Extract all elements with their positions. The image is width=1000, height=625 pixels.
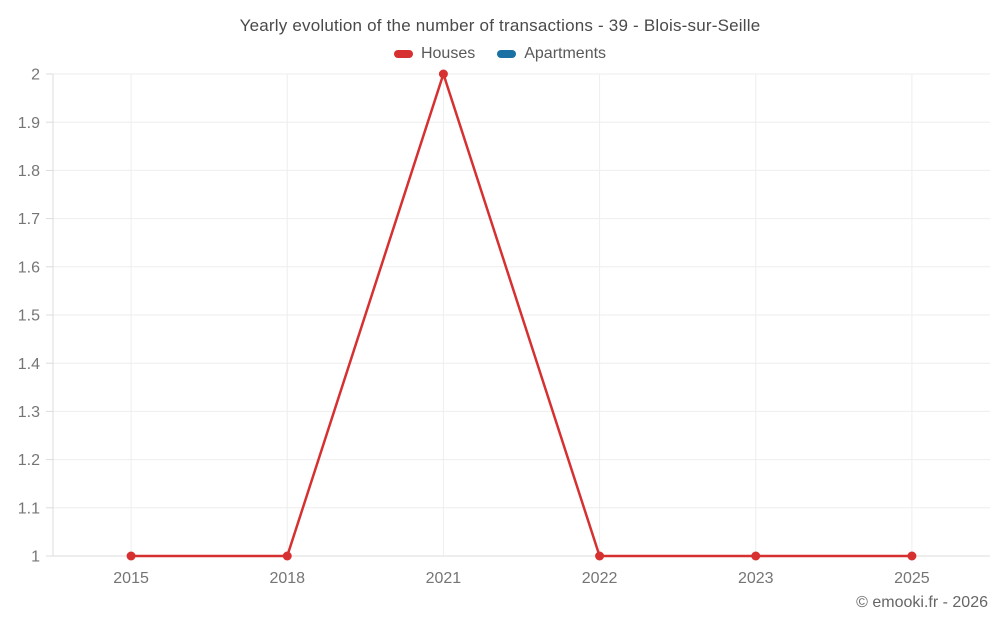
houses-data-point[interactable] bbox=[907, 551, 917, 561]
houses-series-swatch-icon bbox=[393, 50, 413, 58]
y-axis-tick-label: 1.5 bbox=[18, 308, 40, 325]
y-axis-tick-label: 1.4 bbox=[18, 356, 40, 373]
legend-label-apartments: Apartments bbox=[524, 45, 607, 62]
chart-title: Yearly evolution of the number of transa… bbox=[239, 16, 761, 35]
y-axis-tick-label: 2 bbox=[31, 67, 40, 84]
x-axis-tick-label: 2023 bbox=[738, 570, 774, 587]
houses-data-point[interactable] bbox=[751, 551, 761, 561]
houses-data-point[interactable] bbox=[126, 551, 136, 561]
y-axis-tick-label: 1 bbox=[31, 549, 40, 566]
y-axis-tick-label: 1.9 bbox=[18, 115, 40, 132]
y-axis-tick-label: 1.2 bbox=[18, 452, 40, 469]
legend-item-houses[interactable]: Houses bbox=[393, 45, 476, 63]
legend-item-apartments[interactable]: Apartments bbox=[497, 45, 606, 63]
chart-legend: Houses Apartments bbox=[0, 45, 1000, 63]
copyright-credit: © emooki.fr - 2026 bbox=[856, 594, 988, 611]
houses-data-point[interactable] bbox=[595, 551, 605, 561]
y-axis-tick-label: 1.6 bbox=[18, 259, 40, 276]
houses-data-point[interactable] bbox=[282, 551, 292, 561]
x-axis-tick-label: 2025 bbox=[894, 570, 930, 587]
houses-data-point[interactable] bbox=[438, 69, 448, 79]
x-axis-tick-label: 2015 bbox=[113, 570, 149, 587]
x-axis-tick-label: 2018 bbox=[269, 570, 305, 587]
x-axis-tick-label: 2021 bbox=[426, 570, 462, 587]
y-axis-tick-label: 1.7 bbox=[18, 211, 40, 228]
legend-label-houses: Houses bbox=[420, 45, 476, 62]
y-axis-tick-label: 1.8 bbox=[18, 163, 40, 180]
apartments-series-swatch-icon bbox=[497, 50, 517, 58]
y-axis-tick-label: 1.3 bbox=[18, 404, 40, 421]
x-axis-tick-label: 2022 bbox=[582, 570, 618, 587]
houses-series-line bbox=[129, 72, 914, 558]
y-axis-tick-label: 1.1 bbox=[18, 500, 40, 517]
